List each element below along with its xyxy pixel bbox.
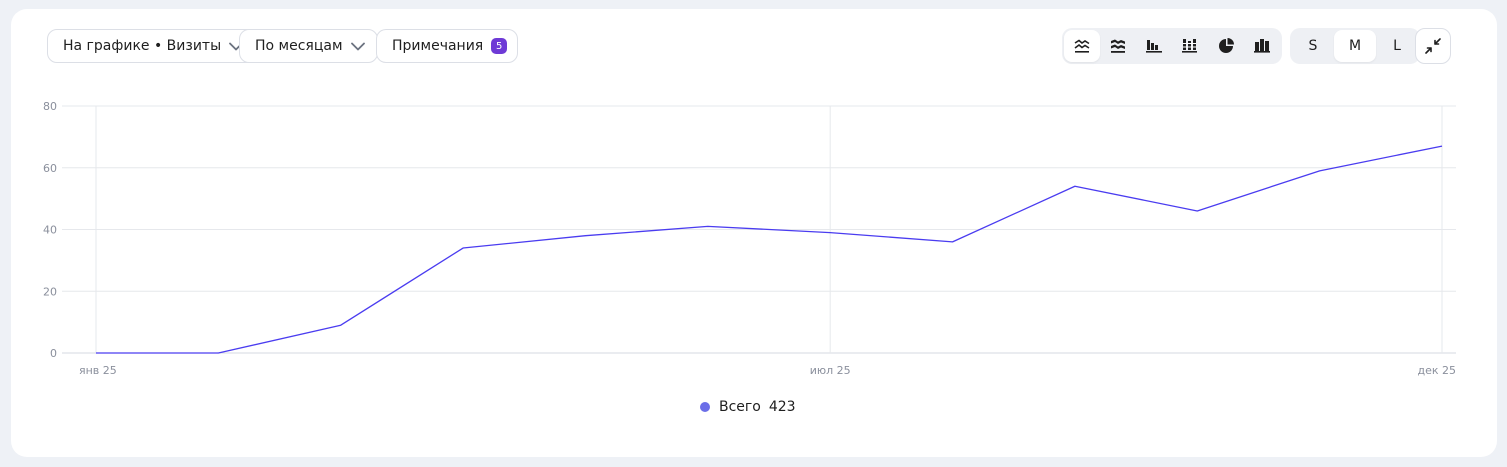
collapse-icon <box>1425 38 1441 54</box>
chart-legend[interactable]: Всего 423 <box>700 399 796 415</box>
chart-card <box>11 9 1497 457</box>
size-m-button[interactable]: M <box>1334 30 1376 62</box>
chart-type-pie[interactable] <box>1208 30 1244 62</box>
collapse-button[interactable] <box>1415 28 1451 64</box>
period-dropdown[interactable]: По месяцам <box>239 29 378 63</box>
legend-dot <box>700 402 710 412</box>
metric-dropdown[interactable]: На графике • Визиты <box>47 29 257 63</box>
chart-type-stacked[interactable] <box>1172 30 1208 62</box>
area-chart-icon <box>1111 39 1125 53</box>
chart-type-bar[interactable] <box>1136 30 1172 62</box>
notes-button[interactable]: Примечания 5 <box>376 29 519 63</box>
stacked-bar-icon <box>1182 39 1197 53</box>
legend-series-total: 423 <box>768 399 796 415</box>
column-chart-icon <box>1254 39 1270 53</box>
size-l-button[interactable]: L <box>1393 38 1401 54</box>
period-dropdown-label: По месяцам <box>255 38 343 54</box>
chart-type-line[interactable] <box>1064 30 1100 62</box>
pie-chart-icon <box>1219 38 1234 53</box>
legend-series-name: Всего <box>719 399 761 415</box>
notes-label: Примечания <box>392 38 484 54</box>
chevron-down-icon <box>350 42 365 51</box>
chart-type-switcher <box>1062 28 1282 64</box>
metric-dropdown-label: На графике • Визиты <box>63 38 222 54</box>
bar-chart-icon <box>1146 40 1162 53</box>
chart-type-column[interactable] <box>1244 30 1280 62</box>
size-s-button[interactable]: S <box>1308 38 1318 54</box>
size-switcher: S M L <box>1290 28 1420 64</box>
notes-count-badge: 5 <box>491 38 508 54</box>
line-chart-icon <box>1074 39 1090 53</box>
chart-type-area[interactable] <box>1100 30 1136 62</box>
